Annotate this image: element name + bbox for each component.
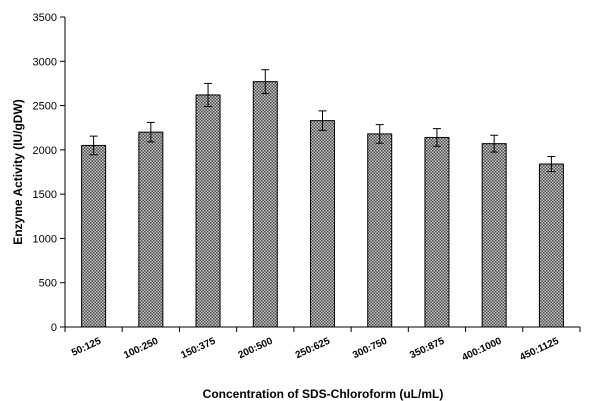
error-bar (261, 69, 270, 95)
error-bar (89, 135, 98, 156)
error-bar (375, 124, 384, 144)
error-bar (432, 128, 441, 147)
x-tick-label: 250:625 (294, 336, 332, 362)
x-tick-label: 300:750 (351, 336, 389, 362)
bar-450-1125 (538, 163, 564, 328)
y-tick-label: 500 (39, 278, 57, 290)
y-tick-label: 3000 (33, 56, 57, 68)
x-tick-label: 450:1125 (518, 336, 561, 364)
y-axis-title: Enzyme Activity (IU/gDW) (11, 99, 25, 245)
y-axis-ticks: 0 500 1000 1500 2000 2500 3000 3500 (33, 12, 65, 334)
bar-100-250 (138, 131, 164, 328)
y-tick-label: 1500 (33, 189, 57, 201)
error-bars (89, 69, 556, 173)
x-axis-title: Concentration of SDS-Chloroform (uL/mL) (203, 387, 444, 401)
x-tick-label: 50:125 (70, 336, 103, 359)
y-tick-label: 3500 (33, 12, 57, 24)
bar-200-500 (252, 81, 278, 328)
bar-50-125 (81, 144, 107, 328)
error-bar (547, 156, 556, 173)
x-tick-label: 400:1000 (460, 336, 503, 364)
y-tick-label: 1000 (33, 233, 57, 245)
x-axis-ticks: 50:125 100:250 150:375 200:500 250:625 300:75… (64, 327, 581, 364)
bar-350-875 (424, 136, 450, 328)
error-bar (318, 110, 327, 131)
y-tick-label: 2000 (33, 145, 57, 157)
bar-400-1000 (481, 143, 507, 328)
bar-250-625 (310, 120, 335, 328)
y-tick-label: 0 (51, 322, 57, 334)
y-tick-label: 2500 (33, 101, 57, 113)
bars (81, 81, 564, 328)
error-bar (204, 82, 213, 107)
x-tick-label: 200:500 (237, 336, 275, 362)
x-tick-label: 150:375 (179, 336, 217, 362)
bar-300-750 (367, 133, 393, 328)
bar-150-375 (195, 94, 221, 328)
x-tick-label: 100:250 (122, 336, 160, 362)
x-tick-label: 350:875 (408, 336, 446, 362)
error-bar (146, 121, 155, 143)
error-bar (490, 134, 499, 153)
